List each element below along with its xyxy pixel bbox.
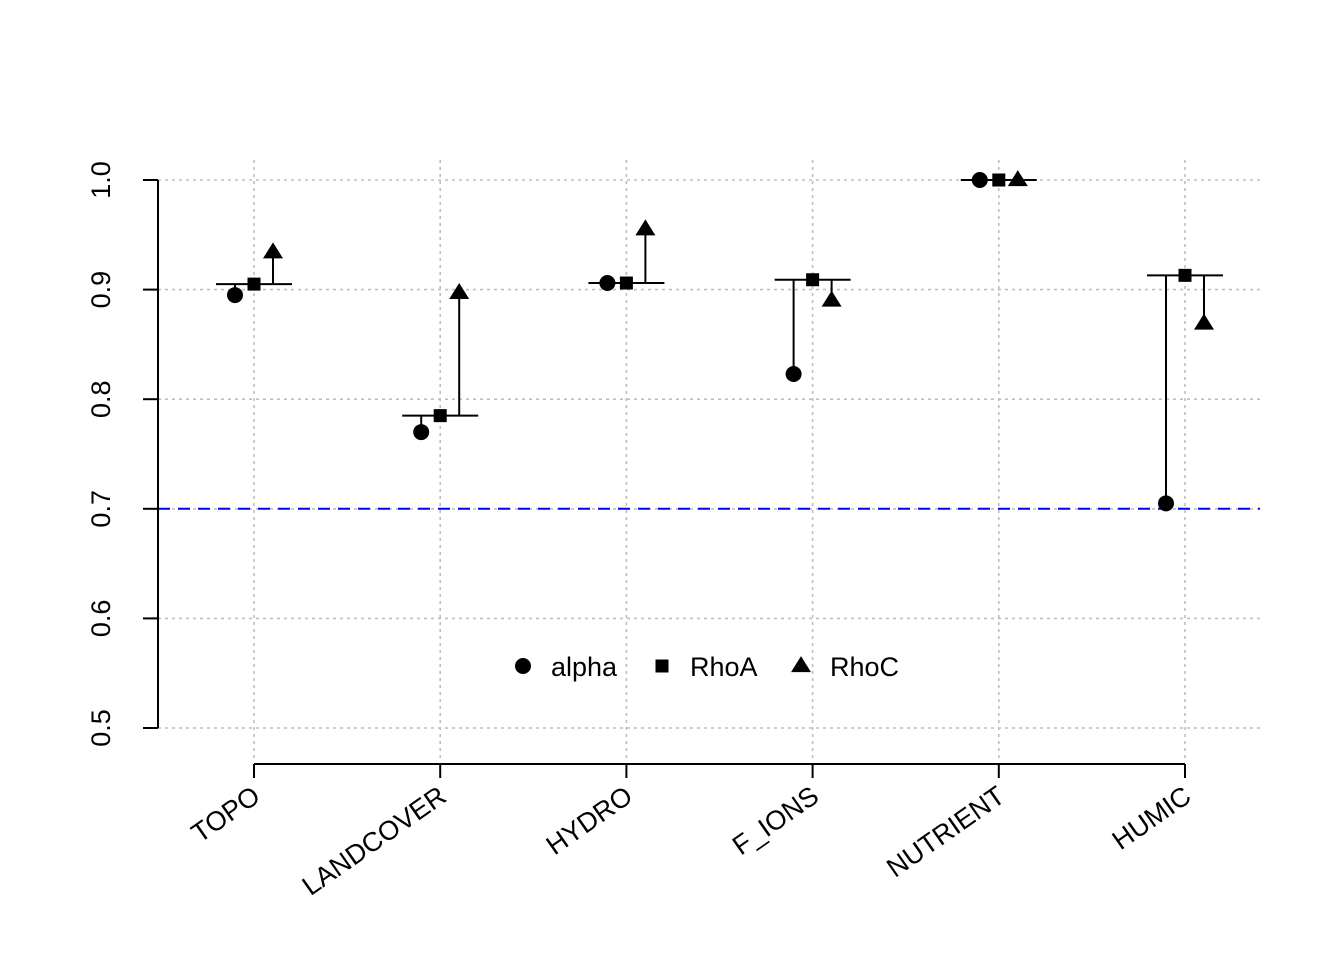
x-tick-label: NUTRIENT	[881, 780, 1010, 883]
legend-rhoc-label: RhoC	[830, 652, 899, 682]
legend-alpha-label: alpha	[551, 652, 618, 682]
x-tick-label: HYDRO	[541, 780, 638, 861]
legend-rhoa-label: RhoA	[690, 652, 758, 682]
y-tick-label: 0.7	[86, 490, 116, 528]
rhoc-point	[263, 242, 283, 259]
rhoc-point	[449, 282, 470, 299]
y-tick-label: 0.8	[86, 380, 116, 418]
alpha-point	[971, 172, 988, 188]
rhoc-point	[1194, 313, 1214, 330]
legend: alpha RhoA RhoC	[515, 652, 899, 682]
y-tick-label: 1.0	[86, 161, 116, 199]
rhoc-point	[821, 290, 842, 307]
data-marks	[216, 170, 1223, 512]
alpha-point	[227, 287, 243, 304]
rhoa-point	[619, 276, 633, 290]
rhoa-point	[247, 277, 261, 291]
rhoa-point	[806, 273, 820, 287]
grid	[158, 160, 1260, 760]
alpha-point	[413, 424, 430, 441]
y-tick-label: 0.6	[86, 600, 116, 638]
x-tick-label: LANDCOVER	[297, 780, 452, 901]
alpha-point	[785, 365, 802, 382]
axes: 0.5 0.6 0.7 0.8 0.9 1.0 TOPO LANDCOVER HYDRO F_IO…	[86, 161, 1196, 901]
rhoa-point	[1178, 268, 1192, 282]
rhoa-point	[433, 409, 447, 423]
x-tick-label: TOPO	[186, 780, 265, 848]
alpha-point	[1158, 495, 1174, 512]
rhoc-point	[1007, 170, 1028, 187]
rhoc-point	[635, 219, 656, 236]
x-tick-label: F_IONS	[727, 780, 824, 861]
y-tick-label: 0.9	[86, 271, 116, 309]
y-tick-label: 0.5	[86, 709, 116, 747]
x-tick-label: HUMIC	[1107, 780, 1197, 855]
alpha-point	[599, 275, 616, 292]
legend-rhoa-marker	[655, 659, 669, 673]
rhoa-point	[992, 173, 1006, 187]
legend-alpha-marker	[515, 658, 531, 674]
legend-rhoc-marker	[791, 656, 811, 673]
